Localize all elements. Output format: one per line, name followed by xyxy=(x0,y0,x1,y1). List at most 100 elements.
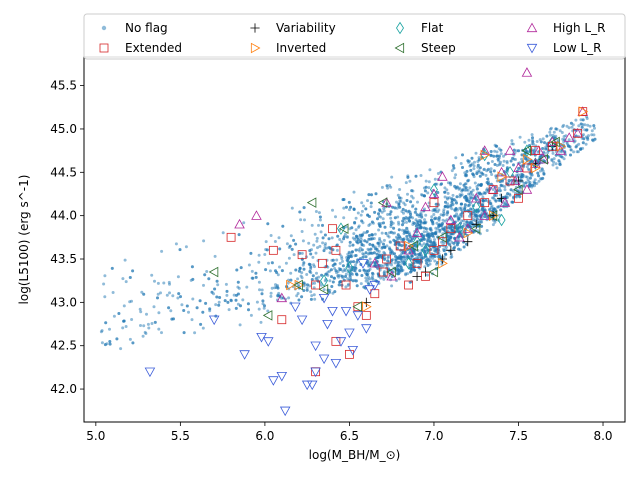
no-flag-point xyxy=(217,300,221,304)
highlr-point xyxy=(234,218,245,229)
no-flag-point xyxy=(481,195,485,199)
no-flag-point xyxy=(433,177,437,181)
no-flag-point xyxy=(381,264,385,268)
no-flag-point xyxy=(480,220,484,224)
no-flag-point xyxy=(355,279,359,283)
no-flag-point xyxy=(333,290,337,294)
extended-point xyxy=(573,128,583,138)
no-flag-point xyxy=(453,176,457,180)
lowlr-point xyxy=(318,354,330,365)
no-flag-point xyxy=(103,343,107,347)
no-flag-point xyxy=(315,276,319,280)
legend-label-flat: Flat xyxy=(421,21,444,35)
no-flag-point xyxy=(145,312,148,316)
no-flag-point xyxy=(558,162,562,166)
no-flag-point xyxy=(459,202,463,206)
no-flag-point xyxy=(498,189,502,193)
no-flag-point xyxy=(442,210,446,214)
no-flag-point xyxy=(434,226,438,230)
no-flag-point xyxy=(215,295,219,299)
no-flag-point xyxy=(468,198,472,202)
y-axis-label: log(L5100) (erg s^-1) xyxy=(17,175,31,305)
no-flag-point xyxy=(541,169,545,173)
no-flag-point xyxy=(299,218,303,222)
no-flag-point xyxy=(234,298,238,302)
no-flag-point xyxy=(131,269,135,273)
highlr-point xyxy=(251,210,262,220)
no-flag-point xyxy=(361,252,365,256)
no-flag-point xyxy=(537,174,540,178)
no-flag-point xyxy=(278,247,282,251)
no-flag-point xyxy=(352,260,356,264)
no-flag-point xyxy=(398,188,402,191)
no-flag-point xyxy=(448,181,452,185)
no-flag-point xyxy=(466,179,470,183)
no-flag-point xyxy=(426,263,430,267)
no-flag-point xyxy=(262,306,266,310)
no-flag-point xyxy=(358,269,362,273)
variability-point xyxy=(547,141,557,151)
no-flag-point xyxy=(466,159,470,163)
no-flag-point xyxy=(239,266,243,270)
no-flag-point xyxy=(509,188,513,192)
no-flag-point xyxy=(348,275,352,279)
no-flag-point xyxy=(490,204,494,208)
no-flag-point xyxy=(396,272,399,276)
no-flag-point xyxy=(213,254,217,258)
no-flag-point xyxy=(438,223,442,227)
no-flag-point xyxy=(409,239,413,243)
no-flag-point xyxy=(438,255,442,258)
no-flag-point xyxy=(347,200,351,204)
no-flag-point xyxy=(198,299,202,303)
lowlr-point xyxy=(262,337,274,347)
no-flag-point xyxy=(569,153,572,157)
no-flag-point xyxy=(560,131,564,134)
no-flag-point xyxy=(389,240,392,244)
no-flag-point xyxy=(525,175,529,179)
no-flag-point xyxy=(489,167,493,171)
no-flag-point xyxy=(214,303,218,307)
no-flag-point xyxy=(373,261,377,265)
no-flag-point xyxy=(367,234,371,237)
no-flag-point xyxy=(574,145,578,149)
no-flag-point xyxy=(429,255,433,259)
no-flag-point xyxy=(390,275,394,279)
no-flag-point xyxy=(434,202,438,206)
no-flag-point xyxy=(428,238,432,242)
no-flag-point xyxy=(455,195,459,199)
extended-point xyxy=(395,241,405,251)
no-flag-point xyxy=(450,255,454,259)
no-flag-point xyxy=(544,147,548,151)
no-flag-point xyxy=(207,277,211,281)
no-flag-point xyxy=(152,305,156,309)
no-flag-point xyxy=(354,248,358,252)
no-flag-point xyxy=(296,292,300,295)
no-flag-point xyxy=(315,239,319,243)
no-flag-point xyxy=(473,181,477,185)
inverted-point xyxy=(522,154,533,165)
no-flag-point xyxy=(313,232,317,236)
no-flag-point xyxy=(548,130,552,134)
no-flag-point xyxy=(402,211,405,215)
no-flag-point xyxy=(401,251,405,255)
lowlr-point xyxy=(327,306,338,317)
y-axis-ticks: 42.0 42.5 43.0 43.5 44.0 44.5 45.0 45.5 xyxy=(50,79,84,396)
no-flag-point xyxy=(593,126,596,130)
legend-marker-noflag xyxy=(101,25,107,31)
no-flag-point xyxy=(581,141,585,145)
steep-point xyxy=(386,266,396,278)
no-flag-point xyxy=(288,244,292,248)
extended-point xyxy=(412,258,422,268)
no-flag-point xyxy=(176,275,180,279)
lowlr-point xyxy=(276,371,288,382)
no-flag-point xyxy=(398,199,402,203)
no-flag-point xyxy=(266,309,270,313)
no-flag-point xyxy=(496,157,500,161)
no-flag-point xyxy=(308,249,312,253)
no-flag-point xyxy=(354,263,358,267)
no-flag-point xyxy=(441,218,445,222)
highlr-point xyxy=(513,162,524,173)
no-flag-point xyxy=(577,142,581,146)
no-flag-point xyxy=(433,259,437,263)
no-flag-point xyxy=(475,187,479,191)
